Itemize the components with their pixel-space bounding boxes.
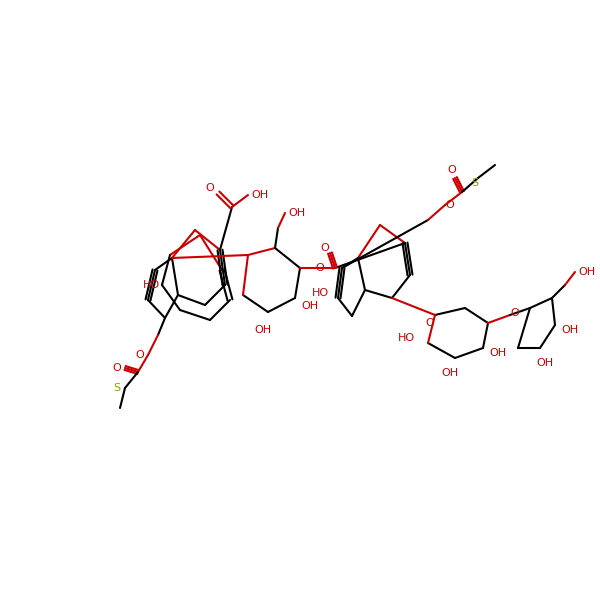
Text: O: O xyxy=(448,165,457,175)
Text: OH: OH xyxy=(289,208,305,218)
Text: HO: HO xyxy=(143,280,160,290)
Text: OH: OH xyxy=(578,267,596,277)
Text: O: O xyxy=(425,318,434,328)
Text: OH: OH xyxy=(251,190,269,200)
Text: O: O xyxy=(206,183,214,193)
Text: OH: OH xyxy=(254,325,272,335)
Text: OH: OH xyxy=(490,348,506,358)
Text: O: O xyxy=(511,308,520,318)
Text: O: O xyxy=(136,350,145,360)
Text: S: S xyxy=(113,383,121,393)
Text: OH: OH xyxy=(442,368,458,378)
Text: HO: HO xyxy=(311,288,329,298)
Text: OH: OH xyxy=(301,301,319,311)
Text: HO: HO xyxy=(397,333,415,343)
Text: OH: OH xyxy=(562,325,578,335)
Text: O: O xyxy=(320,243,329,253)
Text: O: O xyxy=(316,263,325,273)
Text: S: S xyxy=(472,178,479,188)
Text: OH: OH xyxy=(536,358,554,368)
Text: O: O xyxy=(446,200,454,210)
Text: O: O xyxy=(113,363,121,373)
